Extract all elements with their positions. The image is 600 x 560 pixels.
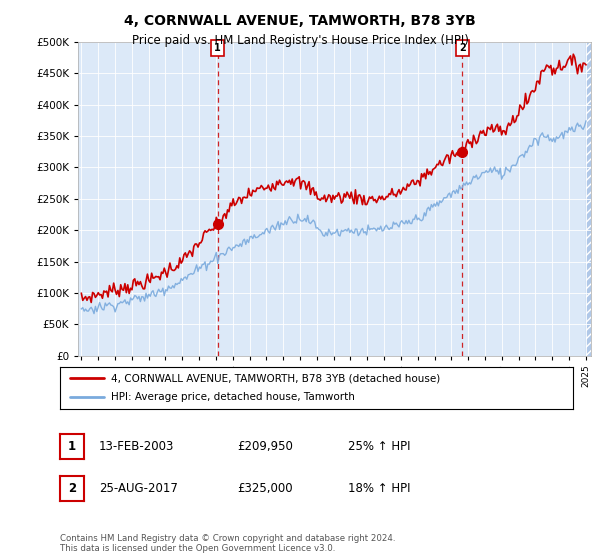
- Text: Price paid vs. HM Land Registry's House Price Index (HPI): Price paid vs. HM Land Registry's House …: [131, 34, 469, 46]
- Text: 4, CORNWALL AVENUE, TAMWORTH, B78 3YB: 4, CORNWALL AVENUE, TAMWORTH, B78 3YB: [124, 14, 476, 28]
- Polygon shape: [586, 42, 591, 356]
- Text: 13-FEB-2003: 13-FEB-2003: [99, 440, 175, 453]
- Text: 25% ↑ HPI: 25% ↑ HPI: [348, 440, 410, 453]
- Text: 2: 2: [68, 482, 76, 495]
- Text: 2: 2: [459, 43, 466, 53]
- Text: HPI: Average price, detached house, Tamworth: HPI: Average price, detached house, Tamw…: [112, 393, 355, 403]
- Text: 4, CORNWALL AVENUE, TAMWORTH, B78 3YB (detached house): 4, CORNWALL AVENUE, TAMWORTH, B78 3YB (d…: [112, 373, 440, 383]
- Text: 1: 1: [68, 440, 76, 453]
- Text: Contains HM Land Registry data © Crown copyright and database right 2024.
This d: Contains HM Land Registry data © Crown c…: [60, 534, 395, 553]
- Text: £209,950: £209,950: [237, 440, 293, 453]
- Text: 25-AUG-2017: 25-AUG-2017: [99, 482, 178, 495]
- Text: 18% ↑ HPI: 18% ↑ HPI: [348, 482, 410, 495]
- Text: £325,000: £325,000: [237, 482, 293, 495]
- Text: 1: 1: [214, 43, 221, 53]
